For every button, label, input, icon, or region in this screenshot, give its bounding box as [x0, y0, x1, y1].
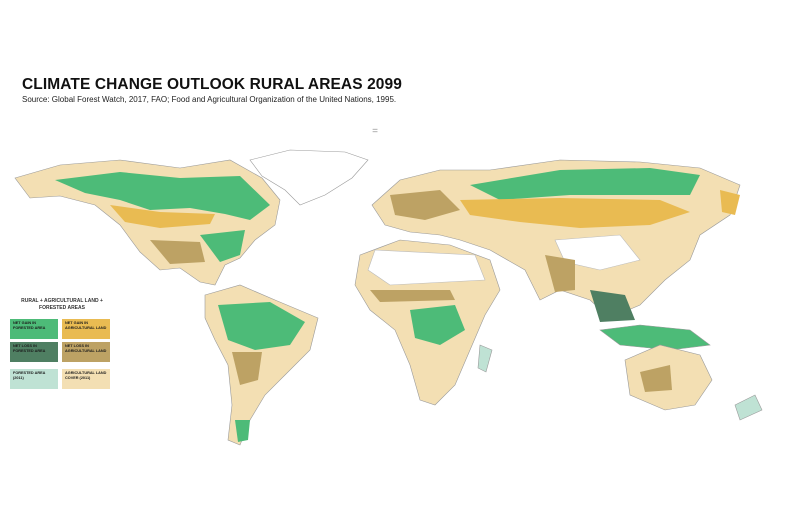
- decorative-mark: =: [372, 126, 378, 137]
- legend-title: RURAL + AGRICULTURAL LAND + FORESTED ARE…: [21, 298, 103, 311]
- legend-item: NET LOSS IN FORESTED AREA: [10, 342, 58, 362]
- legend-item: NET LOSS IN AGRICULTURAL LAND: [62, 342, 110, 362]
- legend-item: NET GAIN IN FORESTED AREA: [10, 319, 58, 339]
- legend-item: AGRICULTURAL LAND COVER (2011): [62, 369, 110, 389]
- title: CLIMATE CHANGE OUTLOOK RURAL AREAS 2099: [22, 76, 402, 93]
- legend-items: NET GAIN IN FORESTED AREA NET GAIN IN AGR…: [10, 319, 114, 389]
- legend-item: NET GAIN IN AGRICULTURAL LAND: [62, 319, 110, 339]
- legend: RURAL + AGRICULTURAL LAND + FORESTED ARE…: [10, 298, 114, 389]
- legend-item: FORESTED AREA (2011): [10, 369, 58, 389]
- source: Source: Global Forest Watch, 2017, FAO; …: [22, 95, 397, 104]
